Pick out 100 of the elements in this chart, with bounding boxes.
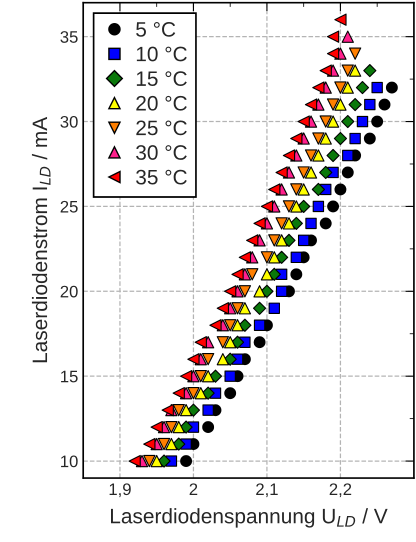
point [275,234,288,247]
point [349,132,361,144]
point [180,455,192,467]
point [260,200,274,213]
point [268,234,280,247]
point [202,370,214,382]
point [304,98,318,111]
point [143,438,156,450]
legend-label: 15 °C [136,71,187,86]
point [341,114,354,128]
point [208,370,222,383]
point [290,183,302,196]
point [334,132,348,146]
point [364,98,376,110]
point [298,183,310,196]
point [202,353,214,366]
point [194,336,207,348]
legend-label: 35 °C [136,170,187,185]
y-tick-label: 15 [61,370,78,382]
y-tick-label: 30 [60,116,78,128]
point [238,251,252,264]
point [216,336,229,348]
point [334,81,347,94]
point [327,200,340,212]
point [298,234,310,246]
point [364,132,376,144]
point [268,251,280,264]
point [276,286,288,298]
point [290,252,302,264]
point [334,14,347,26]
point [356,80,370,94]
legend-label: 10 °C [136,46,187,62]
point [348,64,362,77]
point [231,268,244,280]
point [224,387,236,400]
point [231,302,244,314]
point [298,166,310,179]
point [342,30,354,43]
point [312,149,325,162]
point [246,234,258,247]
point [304,166,318,179]
point [216,302,229,314]
x-tick-label: 1,9 [110,483,131,498]
point [253,217,266,230]
point [194,370,207,382]
point [282,200,296,213]
point [282,149,296,162]
point [230,336,244,349]
point [290,200,302,213]
point [334,184,346,196]
point [187,387,200,400]
point [320,132,332,145]
point [209,319,222,332]
point [260,251,274,264]
point [150,454,163,468]
point [162,404,174,416]
point [290,268,302,280]
point [348,47,362,60]
point [282,217,296,230]
point [312,182,325,196]
point [158,438,170,450]
point [187,353,200,366]
point [320,217,332,230]
point [348,98,362,112]
point [386,82,398,94]
point [356,116,368,128]
point [363,64,376,78]
point [260,268,274,280]
legend-label: 20 °C [136,96,187,111]
point [342,64,354,77]
point [342,81,354,94]
point [326,30,340,43]
point [319,166,332,180]
legend-label: 5 °C [136,22,176,37]
point [172,404,185,416]
point [290,216,303,230]
point [326,47,340,60]
point [298,115,310,128]
point [326,115,340,128]
point [268,183,280,196]
point [238,285,252,298]
point [165,420,178,434]
point [231,319,244,332]
point [312,200,324,212]
point [326,98,340,111]
point [180,404,192,416]
point [172,387,185,400]
point [143,454,156,468]
point [312,132,325,145]
point [253,285,266,298]
point [128,454,141,468]
point [378,98,390,110]
point [275,217,288,230]
x-tick-label: 2,1 [256,483,278,498]
point [216,353,229,366]
y-axis-title: Laserdiodenstrom I$_{LD}$ / mA [32,116,50,362]
point [275,166,288,179]
point [334,98,347,111]
y-tick-label: 25 [60,200,78,213]
y-tick-label: 20 [60,286,78,298]
